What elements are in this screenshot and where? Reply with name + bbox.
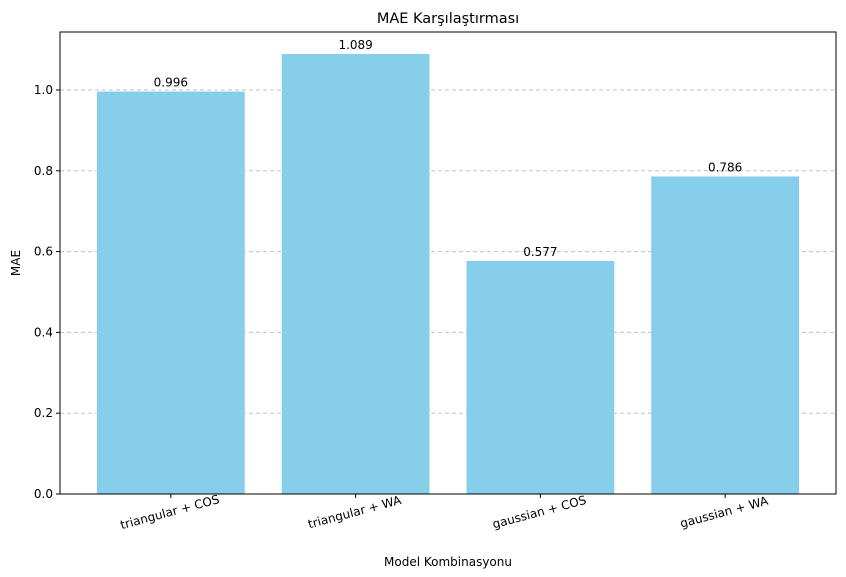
y-axis-ticks: 0.0 0.2 0.4 0.6 0.8 1.0 bbox=[34, 83, 60, 501]
bar bbox=[96, 91, 245, 494]
y-tick-label: 0.8 bbox=[34, 164, 53, 178]
y-tick-label: 0.0 bbox=[34, 487, 53, 501]
plot-area-frame bbox=[59, 31, 837, 495]
x-tick-label: gaussian + WA bbox=[679, 493, 771, 530]
bar-value-label: 1.089 bbox=[338, 38, 372, 52]
bar-value-label: 0.577 bbox=[523, 245, 557, 259]
bar-value-label: 0.996 bbox=[154, 76, 188, 90]
y-axis-label: MAE bbox=[9, 250, 23, 276]
y-tick-label: 0.6 bbox=[34, 245, 53, 259]
x-tick-label: gaussian + COS bbox=[491, 493, 588, 531]
y-tick-label: 0.4 bbox=[34, 325, 53, 339]
bar-value-labels: 0.996 1.089 0.577 0.786 bbox=[154, 38, 743, 259]
bar bbox=[281, 54, 430, 495]
bar bbox=[466, 260, 615, 494]
chart-title: MAE Karşılaştırması bbox=[377, 11, 519, 27]
bars bbox=[96, 54, 800, 495]
x-tick-label: triangular + COS bbox=[119, 492, 221, 532]
bar bbox=[651, 176, 800, 495]
x-axis-ticks: triangular + COS triangular + WA gaussian … bbox=[119, 492, 771, 532]
x-tick-label: triangular + WA bbox=[306, 493, 403, 532]
y-tick-label: 1.0 bbox=[34, 83, 53, 97]
y-tick-label: 0.2 bbox=[34, 406, 53, 420]
bar-value-label: 0.786 bbox=[708, 160, 742, 174]
x-axis-label: Model Kombinasyonu bbox=[384, 555, 512, 569]
